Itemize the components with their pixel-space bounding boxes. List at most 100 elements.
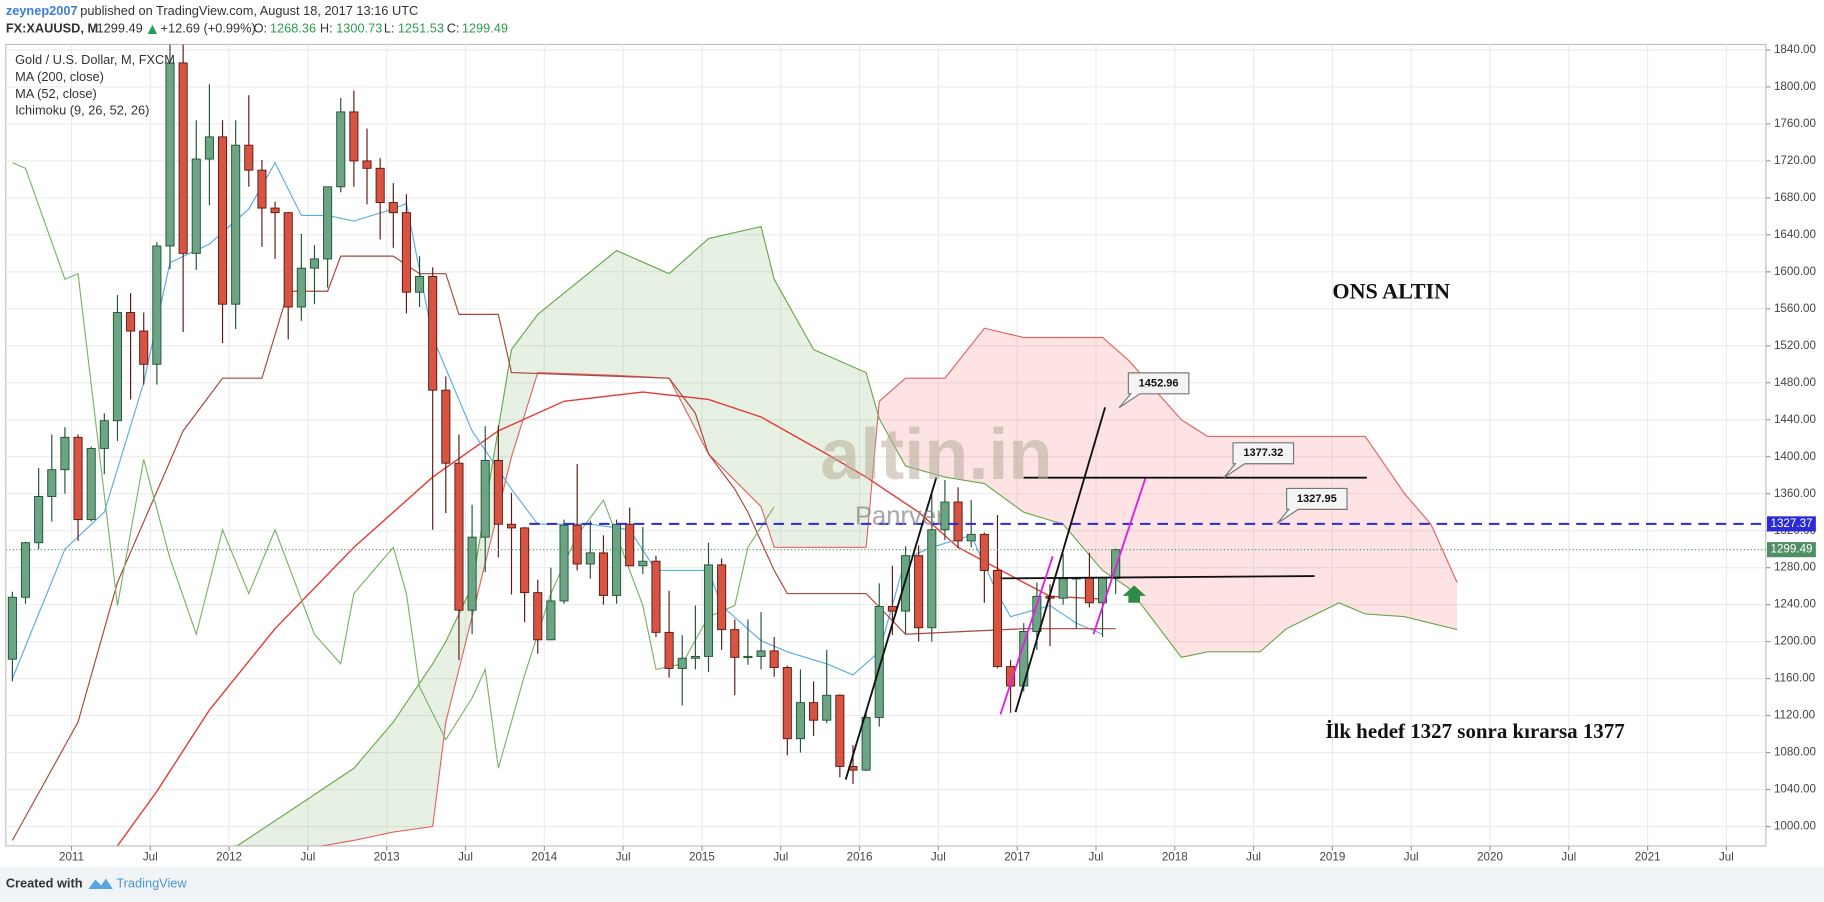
horizontal-line: [1000, 575, 1315, 580]
price-label-box: [1767, 516, 1816, 532]
legend: Gold / U.S. Dollar, M, FXCM MA (200, clos…: [15, 52, 175, 118]
legend-entry: MA (52, close): [15, 86, 97, 101]
candle-body: [73, 436, 83, 521]
up-arrow-icon: [147, 24, 158, 34]
cloud-fill: [774, 279, 814, 548]
callout-label: 1377.32: [1243, 447, 1283, 459]
candle-body: [283, 212, 293, 308]
y-tick-label: 1680.00: [1774, 191, 1817, 204]
price-lines: [5, 522, 1766, 551]
ohlc-label: L:: [384, 21, 395, 36]
y-tick-label: 1560.00: [1774, 302, 1817, 315]
candle-body: [309, 258, 320, 269]
cloud-fill: [669, 238, 709, 454]
y-tick-label: 1800.00: [1774, 80, 1817, 93]
candle-body: [323, 186, 333, 260]
legend-entry: Gold / U.S. Dollar, M, FXCM: [15, 52, 175, 67]
cloud-fill: [1128, 360, 1182, 658]
ohlc-label: C:: [447, 21, 460, 36]
candle-body: [47, 469, 57, 497]
candle-body: [612, 523, 622, 596]
candle-body: [257, 169, 267, 209]
x-tick-label: Jul: [773, 851, 788, 864]
callout-label: 1452.96: [1139, 377, 1179, 389]
candle-body: [651, 560, 661, 633]
author[interactable]: zeynep2007: [6, 3, 78, 18]
candle-body: [415, 276, 425, 293]
callouts: 1452.96 1377.32 1327.95: [1023, 372, 1367, 524]
annotations: ONS ALTIN İlk hedef 1327 sonra kırarsa 13…: [820, 278, 1625, 742]
candle-body: [7, 596, 17, 660]
chart-annotation-title: ONS ALTIN: [1332, 278, 1450, 303]
candle-body: [743, 655, 753, 659]
indicator-line: [11, 255, 1116, 841]
candle-body: [1058, 578, 1068, 599]
candle-body: [428, 276, 438, 391]
candle-body: [953, 501, 963, 542]
candle-body: [809, 702, 819, 721]
candle-body: [165, 62, 175, 247]
candle-body: [493, 459, 503, 525]
ohlc: O: 1268.36 H: 1300.73 L: 1251.53 C: 1299.49: [254, 21, 508, 36]
trend-line: [1014, 407, 1106, 713]
y-tick-label: 1600.00: [1774, 265, 1817, 278]
y-tick-label: 1760.00: [1774, 117, 1817, 130]
y-tick-label: 1640.00: [1774, 228, 1817, 241]
candle-body: [388, 202, 398, 214]
candle-body: [178, 62, 188, 254]
callout-label: 1327.95: [1297, 493, 1337, 505]
cloud-fill: [1286, 436, 1339, 629]
candle-body: [533, 592, 543, 641]
cloud-fill: [353, 722, 394, 841]
cloud-fill: [879, 378, 906, 466]
candles: [7, 44, 1121, 784]
candle-body: [887, 606, 897, 612]
callout-box: [1276, 487, 1348, 524]
trend-line: [1092, 476, 1147, 635]
candle-body: [546, 600, 556, 641]
ohlc-value: 1268.36: [270, 21, 316, 36]
candle-body: [112, 312, 122, 422]
tradingview-logo[interactable]: [88, 878, 113, 889]
candle-body: [625, 523, 635, 567]
x-tick-label: Jul: [1089, 851, 1104, 864]
candle-body: [336, 111, 346, 188]
cloud-fill: [944, 328, 985, 484]
cloud-fill: [432, 641, 446, 827]
y-tick-label: 1120.00: [1774, 709, 1816, 722]
candle-body: [717, 564, 727, 631]
y-tick-label: 1280.00: [1774, 561, 1817, 574]
footer-brand[interactable]: TradingView: [116, 876, 187, 891]
x-tick-label: Jul: [458, 851, 473, 864]
cloud-fill: [1181, 419, 1208, 658]
cloud-fill: [905, 378, 945, 478]
cloud-fill: [1063, 337, 1103, 571]
cloud-fill: [761, 226, 775, 548]
candle-body: [914, 555, 924, 629]
cloud-fill: [537, 250, 617, 376]
cloud-fill: [1365, 436, 1405, 617]
y-tick-label: 1720.00: [1774, 154, 1817, 167]
candle-body: [60, 436, 70, 471]
candle-body: [756, 650, 766, 657]
indicator-line: [12, 162, 775, 769]
cloud-fill: [708, 226, 762, 507]
candle-body: [139, 330, 149, 365]
candle-body: [480, 459, 490, 538]
candle-body: [835, 694, 845, 767]
cloud-fill: [1260, 436, 1287, 652]
cloud-fill: [1338, 436, 1366, 614]
plot-frame: [5, 43, 1767, 847]
ohlc-label: O:: [254, 21, 268, 36]
trend-line: [844, 476, 938, 780]
candle-body: [520, 527, 530, 594]
y-tick-label: 1400.00: [1774, 450, 1817, 463]
candle-body: [86, 447, 96, 521]
candle-body: [191, 158, 201, 254]
y-tick-label: 1200.00: [1774, 635, 1817, 648]
price-label: 1299.49: [1770, 543, 1812, 556]
candle-body: [782, 667, 792, 740]
candle-body: [20, 542, 31, 598]
candle-body: [966, 533, 976, 542]
